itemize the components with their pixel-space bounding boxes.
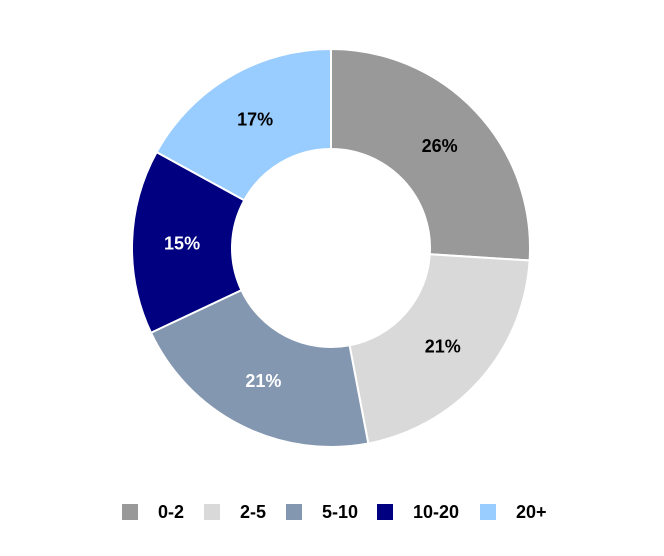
legend-swatch-10-20 (377, 504, 393, 520)
legend-label-0-2: 0-2 (158, 502, 184, 522)
slice-20+ (155, 47, 332, 202)
legend-swatch-2-5 (204, 504, 220, 520)
legend: 0-2 2-5 5-10 10-20 20+ (122, 502, 547, 522)
slice-label-5-10: 21% (245, 371, 281, 391)
slice-label-2-5: 21% (425, 337, 461, 357)
slice-0-2 (330, 47, 531, 262)
legend-label-20+: 20+ (516, 502, 547, 522)
slice-labels: 26% 21% 21% 15% 17% (164, 110, 461, 391)
legend-label-10-20: 10-20 (413, 502, 459, 522)
slice-2-5 (348, 253, 531, 445)
legend-swatch-0-2 (122, 504, 138, 520)
legend-label-2-5: 2-5 (240, 502, 266, 522)
legend-swatch-5-10 (286, 504, 302, 520)
slice-label-10-20: 15% (164, 233, 200, 253)
donut-slices (131, 47, 531, 448)
slice-label-0-2: 26% (422, 136, 458, 156)
slice-5-10 (149, 288, 370, 448)
legend-label-5-10: 5-10 (322, 502, 358, 522)
slice-label-20+: 17% (237, 110, 273, 130)
legend-swatch-20+ (480, 504, 496, 520)
